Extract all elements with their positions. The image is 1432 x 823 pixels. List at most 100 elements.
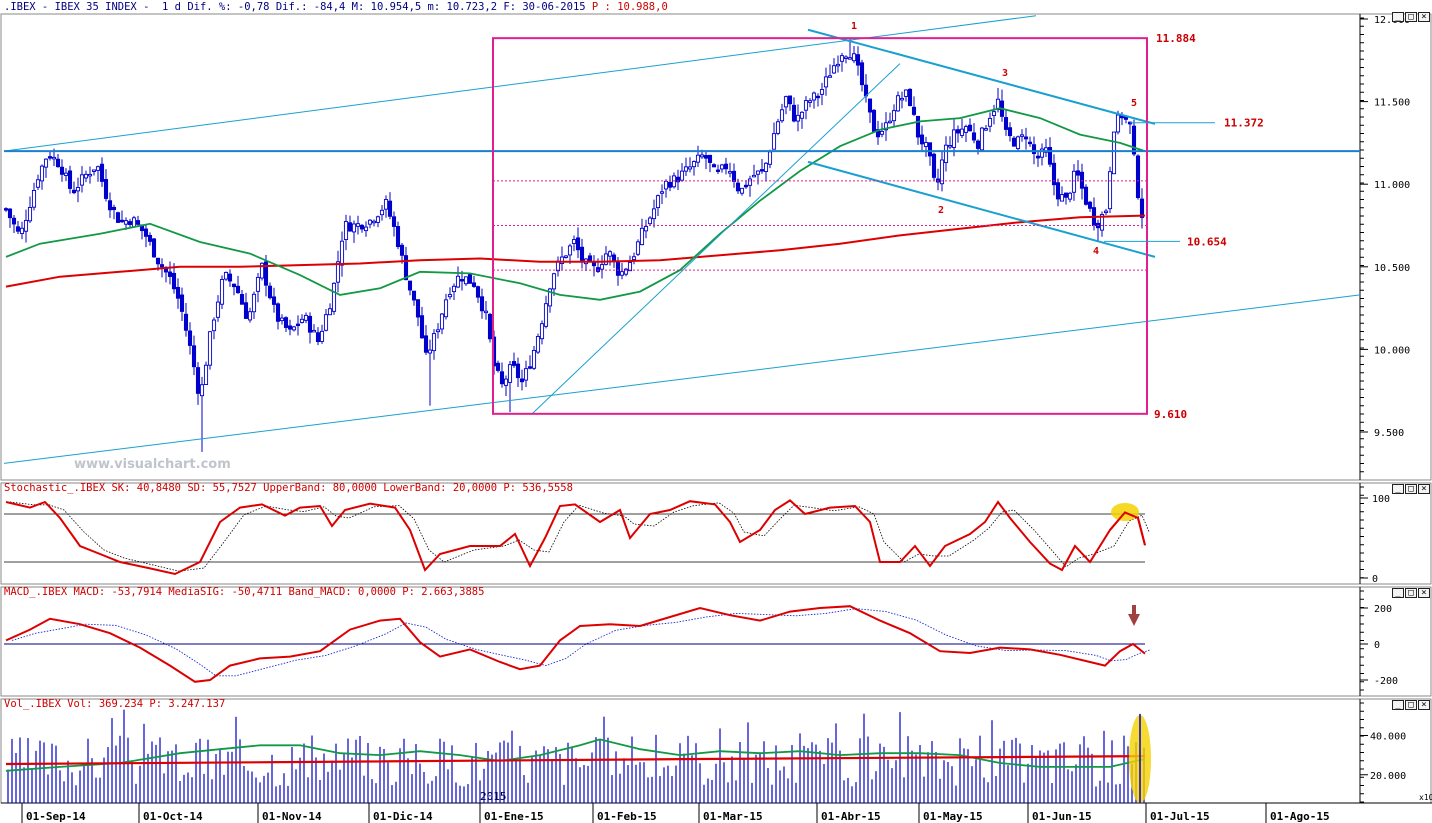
wave-label: 4 (1093, 246, 1099, 257)
maximize-button[interactable]: □ (1405, 588, 1417, 598)
candle-body (339, 240, 345, 266)
candle-body (167, 271, 173, 277)
candle-body (135, 220, 141, 225)
x-tick-label: 01-Jun-15 (1032, 810, 1092, 823)
candle-body (259, 262, 265, 279)
candle-body (803, 100, 809, 111)
candle-body (731, 170, 737, 182)
candle-body (691, 161, 697, 168)
candle-body (103, 179, 109, 199)
maximize-button[interactable]: □ (1405, 12, 1417, 22)
wave-label: 1 (851, 21, 857, 32)
macd-arrow-stem (1132, 605, 1136, 615)
maximize-button[interactable]: □ (1405, 700, 1417, 710)
candle-body (31, 190, 37, 208)
macd-down-arrow-icon (1128, 614, 1140, 626)
candle-body (711, 164, 717, 168)
maximize-button[interactable]: □ (1405, 484, 1417, 494)
candle-body (23, 219, 29, 232)
candle-body (915, 115, 921, 138)
candle-body (675, 176, 681, 183)
stoch-sk-line-tail (1109, 511, 1146, 546)
candle-body (503, 378, 509, 386)
candle-body (751, 174, 757, 178)
candle-body (263, 261, 269, 286)
x-tick-label: 01-Jul-15 (1150, 810, 1210, 823)
candle-body (451, 285, 457, 293)
candle-body (1003, 117, 1009, 130)
candle-body (115, 212, 121, 223)
price-y-tick-label: 10.500 (1374, 263, 1410, 274)
price-y-tick-label: 11.500 (1374, 98, 1410, 109)
candle-body (807, 100, 813, 103)
close-button[interactable]: × (1418, 484, 1430, 494)
candle-body (991, 111, 997, 117)
macd-y-tick-label: -200 (1374, 676, 1398, 687)
watermark: www.visualchart.com (74, 457, 231, 472)
minimize-button[interactable]: _ (1392, 700, 1404, 710)
upper-channel-line (3, 15, 1037, 152)
candle-body (507, 364, 513, 383)
candle-body (63, 172, 69, 176)
level-label: 11.884 (1156, 32, 1196, 45)
price-window-controls[interactable]: _ □ × (1392, 12, 1430, 22)
wedge-upper-line (807, 28, 1156, 125)
candle-body (467, 273, 473, 284)
candle-body (191, 345, 197, 368)
vol-window-controls[interactable]: _ □ × (1392, 700, 1430, 710)
candle-body (319, 330, 325, 342)
candle-body (51, 156, 57, 160)
candle-body (839, 55, 845, 62)
macd-window-controls[interactable]: _ □ × (1392, 588, 1430, 598)
candle-body (679, 170, 685, 181)
minimize-button[interactable]: _ (1392, 484, 1404, 494)
candle-body (131, 217, 137, 228)
candle-body (747, 178, 753, 186)
close-button[interactable]: × (1418, 700, 1430, 710)
candle-body (955, 129, 961, 134)
candle-body (223, 271, 229, 280)
candle-body (647, 217, 653, 225)
x-tick-label: 01-Mar-15 (703, 810, 763, 823)
candle-body (567, 245, 573, 256)
candle-body (735, 182, 741, 192)
stoch-y-tick-label: 100 (1372, 494, 1390, 505)
candle-body (743, 184, 749, 188)
candle-body (619, 271, 625, 276)
candle-body (967, 124, 973, 132)
x-tick-label: 01-Ene-15 (484, 810, 544, 823)
candle-body (719, 164, 725, 170)
minimize-button[interactable]: _ (1392, 12, 1404, 22)
candle-body (247, 311, 253, 321)
candle-body (311, 329, 317, 333)
candle-body (39, 165, 45, 182)
candle-body (195, 367, 201, 394)
close-button[interactable]: × (1418, 12, 1430, 22)
candle-body (611, 254, 617, 262)
candle-body (271, 296, 277, 305)
candle-body (931, 153, 937, 178)
candle-body (871, 109, 877, 132)
stoch-window-controls[interactable]: _ □ × (1392, 484, 1430, 494)
rally-trendline (531, 63, 901, 415)
x-tick-label: 01-Oct-14 (143, 810, 203, 823)
level-label: 10.654 (1187, 235, 1227, 248)
price-y-tick-label: 11.000 (1374, 180, 1410, 191)
candle-body (179, 294, 185, 312)
candle-body (687, 166, 693, 170)
x-tick-label: 01-Abr-15 (821, 810, 881, 823)
candle-body (519, 378, 525, 383)
close-button[interactable]: × (1418, 588, 1430, 598)
candle-body (1131, 125, 1137, 155)
candle-body (891, 110, 897, 122)
candle-body (15, 226, 21, 232)
candle-body (411, 290, 417, 301)
candle-body (1035, 155, 1041, 159)
candle-body (1023, 136, 1029, 140)
price-panel-frame (0, 13, 1432, 481)
candle-body (123, 220, 129, 225)
candle-body (67, 170, 73, 189)
minimize-button[interactable]: _ (1392, 588, 1404, 598)
candle-body (951, 129, 957, 148)
candle-body (1051, 162, 1057, 186)
